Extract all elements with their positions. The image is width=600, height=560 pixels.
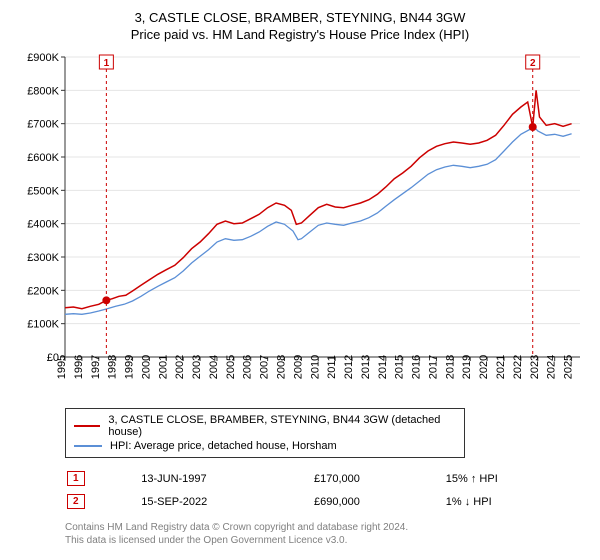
svg-text:2017: 2017 bbox=[427, 355, 439, 379]
svg-text:£400K: £400K bbox=[27, 219, 59, 231]
marker-date-2: 15-SEP-2022 bbox=[141, 491, 312, 512]
svg-text:2025: 2025 bbox=[563, 355, 575, 379]
svg-text:£900K: £900K bbox=[27, 52, 59, 64]
svg-text:1996: 1996 bbox=[73, 355, 85, 379]
footer-attribution: Contains HM Land Registry data © Crown c… bbox=[65, 522, 590, 547]
marker-badge-2: 2 bbox=[67, 494, 85, 509]
arrow-down-icon bbox=[465, 496, 471, 508]
svg-text:2005: 2005 bbox=[225, 355, 237, 379]
svg-text:2011: 2011 bbox=[326, 355, 338, 379]
svg-text:2002: 2002 bbox=[174, 355, 186, 379]
legend-label-1: 3, CASTLE CLOSE, BRAMBER, STEYNING, BN44… bbox=[108, 414, 456, 438]
svg-text:2020: 2020 bbox=[478, 355, 490, 379]
svg-text:£100K: £100K bbox=[27, 319, 59, 331]
chart-title-1: 3, CASTLE CLOSE, BRAMBER, STEYNING, BN44… bbox=[10, 10, 590, 25]
chart-title-2: Price paid vs. HM Land Registry's House … bbox=[10, 27, 590, 42]
svg-text:2024: 2024 bbox=[546, 355, 558, 379]
legend-item-2: HPI: Average price, detached house, Hors… bbox=[74, 439, 456, 453]
svg-text:1998: 1998 bbox=[107, 355, 119, 379]
svg-text:2001: 2001 bbox=[157, 355, 169, 379]
svg-text:£200K: £200K bbox=[27, 285, 59, 297]
svg-text:2003: 2003 bbox=[191, 355, 203, 379]
marker-date-1: 13-JUN-1997 bbox=[141, 468, 312, 489]
marker-row-2: 2 15-SEP-2022 £690,000 1% HPI bbox=[67, 491, 588, 512]
svg-text:2004: 2004 bbox=[208, 355, 220, 379]
marker-delta-1: 15% bbox=[446, 473, 468, 485]
svg-text:2022: 2022 bbox=[512, 355, 524, 379]
arrow-up-icon bbox=[471, 473, 477, 485]
svg-text:2009: 2009 bbox=[292, 355, 304, 379]
svg-text:2008: 2008 bbox=[276, 355, 288, 379]
marker-badge-1: 1 bbox=[67, 471, 85, 486]
svg-text:1999: 1999 bbox=[124, 355, 136, 379]
svg-text:2007: 2007 bbox=[259, 355, 271, 379]
svg-text:1997: 1997 bbox=[90, 355, 102, 379]
svg-text:£700K: £700K bbox=[27, 119, 59, 131]
svg-text:2006: 2006 bbox=[242, 355, 254, 379]
svg-text:2014: 2014 bbox=[377, 355, 389, 379]
svg-text:2023: 2023 bbox=[529, 355, 541, 379]
svg-text:1995: 1995 bbox=[56, 355, 68, 379]
svg-text:£600K: £600K bbox=[27, 152, 59, 164]
svg-text:2010: 2010 bbox=[309, 355, 321, 379]
svg-text:2018: 2018 bbox=[444, 355, 456, 379]
svg-text:£500K: £500K bbox=[27, 185, 59, 197]
marker-table: 1 13-JUN-1997 £170,000 15% HPI 2 15-SEP-… bbox=[65, 466, 590, 514]
svg-text:2015: 2015 bbox=[394, 355, 406, 379]
svg-text:2013: 2013 bbox=[360, 355, 372, 379]
marker-row-1: 1 13-JUN-1997 £170,000 15% HPI bbox=[67, 468, 588, 489]
svg-text:£300K: £300K bbox=[27, 252, 59, 264]
legend-label-2: HPI: Average price, detached house, Hors… bbox=[110, 440, 337, 452]
svg-text:2012: 2012 bbox=[343, 355, 355, 379]
marker-price-1: £170,000 bbox=[314, 468, 444, 489]
svg-text:£800K: £800K bbox=[27, 85, 59, 97]
svg-text:2: 2 bbox=[530, 58, 536, 69]
svg-text:2019: 2019 bbox=[461, 355, 473, 379]
marker-delta-2: 1% bbox=[446, 496, 462, 508]
legend: 3, CASTLE CLOSE, BRAMBER, STEYNING, BN44… bbox=[65, 408, 465, 458]
marker-price-2: £690,000 bbox=[314, 491, 444, 512]
svg-text:2000: 2000 bbox=[140, 355, 152, 379]
svg-text:2016: 2016 bbox=[411, 355, 423, 379]
svg-text:1: 1 bbox=[104, 58, 110, 69]
svg-text:2021: 2021 bbox=[495, 355, 507, 379]
price-chart: £0£100K£200K£300K£400K£500K£600K£700K£80… bbox=[10, 47, 590, 402]
legend-item-1: 3, CASTLE CLOSE, BRAMBER, STEYNING, BN44… bbox=[74, 413, 456, 439]
